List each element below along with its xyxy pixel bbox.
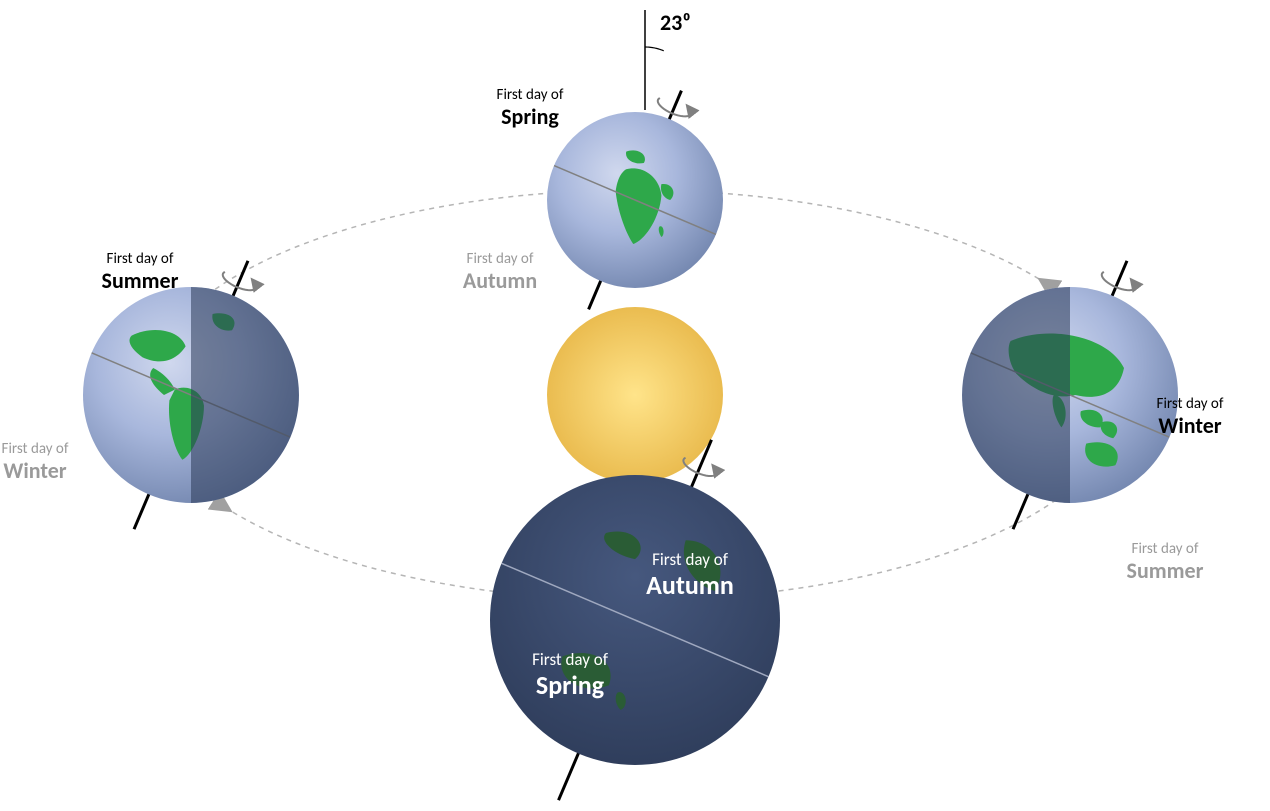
- label-season: Summer: [1085, 558, 1245, 584]
- tilt-angle-arc: [645, 47, 664, 51]
- label-pre: First day of: [420, 250, 580, 268]
- label-season: Autumn: [420, 268, 580, 294]
- label-pre: First day of: [490, 650, 650, 670]
- label-right_nh: First day ofWinter: [1110, 395, 1270, 439]
- earth-left: [83, 261, 299, 529]
- label-season: Winter: [1110, 413, 1270, 439]
- label-pre: First day of: [0, 440, 115, 458]
- label-bottom_nh: First day ofAutumn: [610, 550, 770, 602]
- label-season: Summer: [60, 268, 220, 294]
- label-pre: First day of: [610, 550, 770, 570]
- label-top_nh: First day ofSpring: [450, 86, 610, 130]
- label-pre: First day of: [1110, 395, 1270, 413]
- label-bottom_sh: First day ofSpring: [490, 650, 650, 702]
- label-left_nh: First day ofSummer: [60, 250, 220, 294]
- label-right_sh: First day ofSummer: [1085, 540, 1245, 584]
- label-season: Autumn: [610, 570, 770, 601]
- tilt-angle-label: 23⁰: [660, 9, 691, 36]
- label-pre: First day of: [1085, 540, 1245, 558]
- label-top_sh: First day ofAutumn: [420, 250, 580, 294]
- label-pre: First day of: [60, 250, 220, 268]
- label-season: Spring: [490, 670, 650, 701]
- label-season: Winter: [0, 458, 115, 484]
- label-season: Spring: [450, 104, 610, 130]
- sun: [547, 307, 723, 483]
- label-pre: First day of: [450, 86, 610, 104]
- label-left_sh: First day ofWinter: [0, 440, 115, 484]
- earth-bottom: [490, 440, 780, 800]
